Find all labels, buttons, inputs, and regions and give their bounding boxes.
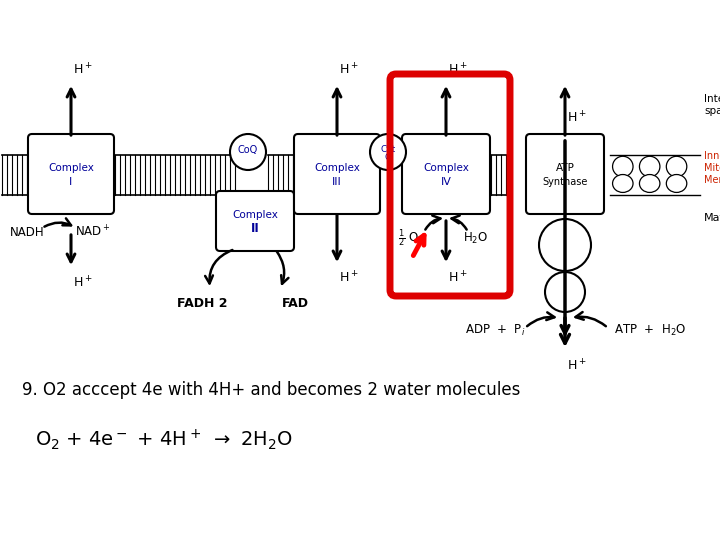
Circle shape [666, 156, 687, 177]
Circle shape [539, 219, 591, 271]
Circle shape [613, 156, 633, 177]
Text: IV: IV [441, 177, 451, 187]
Text: ATP: ATP [556, 163, 575, 173]
Text: Complex: Complex [314, 163, 360, 173]
Text: H$^+$: H$^+$ [73, 275, 93, 291]
Text: $\frac{1}{2}$ O$_2$: $\frac{1}{2}$ O$_2$ [398, 227, 424, 249]
Text: Complex: Complex [48, 163, 94, 173]
Circle shape [545, 272, 585, 312]
Text: ATP  +  H$_2$O: ATP + H$_2$O [614, 322, 686, 338]
Text: II: II [251, 222, 259, 235]
Text: Inner
Mitochondrial
Membrane: Inner Mitochondrial Membrane [704, 151, 720, 185]
Text: I: I [69, 177, 73, 187]
Text: III: III [332, 177, 342, 187]
Text: Intermembrane
space: Intermembrane space [704, 94, 720, 116]
FancyBboxPatch shape [402, 134, 490, 214]
Text: C: C [385, 153, 391, 163]
Text: H$_2$O: H$_2$O [464, 231, 489, 246]
Text: FAD: FAD [282, 297, 308, 310]
FancyBboxPatch shape [526, 134, 604, 214]
Text: O$_2$ + 4e$^-$ + 4H$^+$ $\rightarrow$ 2H$_2$O: O$_2$ + 4e$^-$ + 4H$^+$ $\rightarrow$ 2H… [35, 428, 293, 453]
Text: H$^+$: H$^+$ [567, 358, 587, 373]
Text: Complex: Complex [232, 210, 278, 220]
Text: Matrix: Matrix [704, 213, 720, 223]
Text: H$^+$: H$^+$ [567, 111, 587, 126]
Text: CoQ: CoQ [238, 145, 258, 155]
Text: H$^+$: H$^+$ [448, 270, 467, 285]
Text: 9. O2 acccept 4e with 4H+ and becomes 2 water molecules: 9. O2 acccept 4e with 4H+ and becomes 2 … [22, 381, 521, 399]
Text: ADP  +  P$_i$: ADP + P$_i$ [465, 322, 525, 338]
Text: H$^+$: H$^+$ [339, 63, 359, 78]
Circle shape [370, 134, 406, 170]
Ellipse shape [639, 174, 660, 192]
FancyBboxPatch shape [294, 134, 380, 214]
Text: NAD$^+$: NAD$^+$ [75, 224, 111, 240]
Text: FADH 2: FADH 2 [176, 297, 228, 310]
Ellipse shape [613, 174, 633, 192]
Circle shape [230, 134, 266, 170]
Text: H$^+$: H$^+$ [448, 63, 467, 78]
FancyBboxPatch shape [216, 191, 294, 251]
Circle shape [639, 156, 660, 177]
Text: H$^+$: H$^+$ [339, 270, 359, 285]
Text: H$^+$: H$^+$ [73, 63, 93, 78]
Text: Cyt: Cyt [380, 145, 395, 153]
FancyBboxPatch shape [28, 134, 114, 214]
Text: Synthase: Synthase [542, 177, 588, 187]
Text: NADH: NADH [9, 226, 45, 239]
Ellipse shape [666, 174, 687, 192]
Text: Complex: Complex [423, 163, 469, 173]
